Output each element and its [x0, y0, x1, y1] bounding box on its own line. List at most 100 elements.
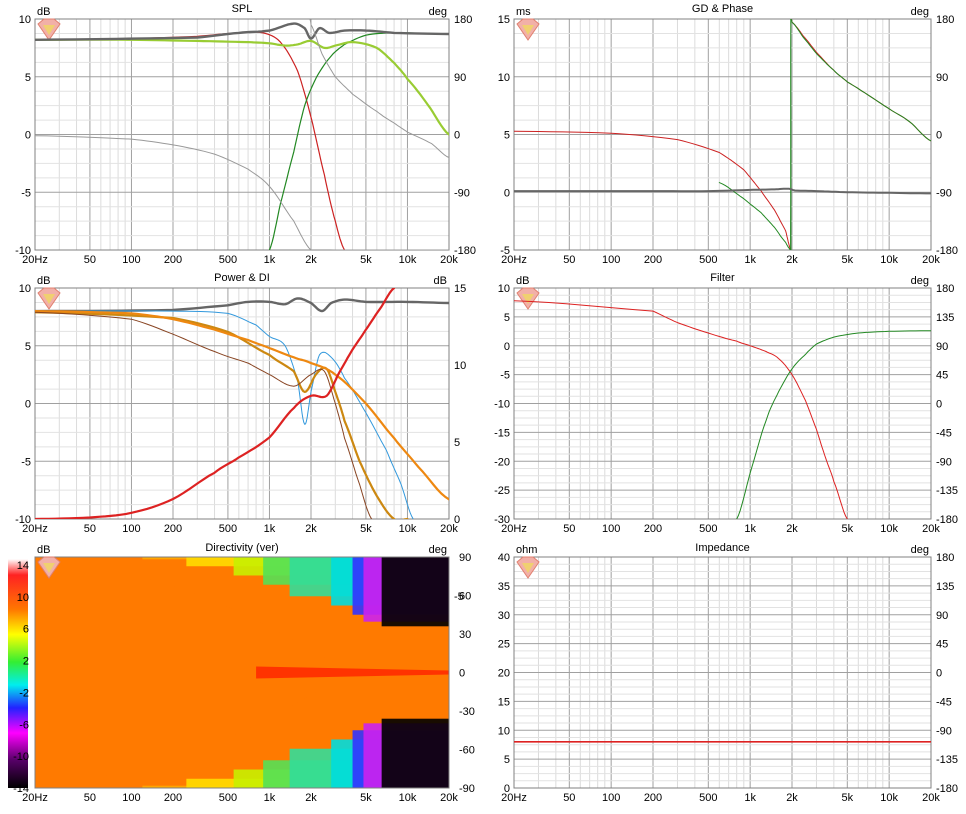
chart-title: Power & DI [214, 272, 270, 284]
y2-axis-unit: deg [429, 6, 447, 18]
y2-tick-label: 60 [459, 591, 471, 603]
y2-tick-label: 90 [459, 552, 471, 564]
y-tick-label: 5 [504, 130, 510, 142]
y-tick-label: -20 [494, 456, 510, 468]
x-tick-label: 50 [563, 523, 575, 535]
x-tick-label: 50 [563, 254, 575, 266]
x-tick-label: 1k [744, 254, 756, 266]
x-tick-label: 100 [602, 792, 620, 804]
x-tick-label: 5k [360, 254, 372, 266]
chart-title: Impedance [695, 542, 749, 554]
x-tick-label: 200 [644, 523, 662, 535]
x-tick-label: 1k [744, 792, 756, 804]
y2-tick-label: -90 [936, 725, 952, 737]
y2-tick-label: -135 [936, 485, 958, 497]
y2-axis-unit: dB [434, 275, 447, 287]
y2-tick-label: 90 [936, 341, 948, 353]
series-line [791, 19, 931, 141]
x-tick-label: 20k [440, 254, 458, 266]
y-tick-label: 40 [498, 552, 510, 564]
chart-title: Filter [710, 272, 735, 284]
y-tick-label: 0 [504, 341, 510, 353]
series-line [35, 311, 449, 499]
y2-tick-label: 0 [459, 668, 465, 680]
y2-tick-label: 0 [936, 130, 942, 142]
y-tick-label: 10 [19, 14, 31, 26]
y2-tick-label: 180 [454, 14, 472, 26]
colorbar-label: 14 [17, 560, 29, 572]
y2-axis-unit: deg [911, 6, 929, 18]
y2-tick-label: 0 [936, 668, 942, 680]
y-axis-unit: ohm [516, 544, 537, 556]
y2-tick-label: -30 [459, 706, 475, 718]
y-axis-unit: dB [37, 544, 50, 556]
x-tick-label: 10k [880, 254, 898, 266]
x-tick-label: 50 [84, 254, 96, 266]
y2-tick-label: 30 [459, 629, 471, 641]
x-tick-label: 10k [399, 792, 417, 804]
x-tick-label: 5k [842, 792, 854, 804]
x-tick-label: 500 [699, 254, 717, 266]
y2-tick-label: 45 [936, 639, 948, 651]
y2-tick-label: -90 [936, 456, 952, 468]
x-tick-label: 20k [922, 792, 940, 804]
chart-filter: 1050-5-10-15-20-25-3018013590450-45-90-1… [494, 272, 958, 535]
colorbar-label: 2 [23, 656, 29, 668]
x-tick-label: 1k [264, 523, 276, 535]
x-tick-label: 2k [786, 523, 798, 535]
x-tick-label: 2k [305, 792, 317, 804]
x-tick-label: 10k [880, 523, 898, 535]
y2-tick-label: 0 [454, 130, 460, 142]
y-tick-label: -25 [494, 485, 510, 497]
x-tick-label: 20k [440, 792, 458, 804]
heatmap-band [382, 557, 449, 626]
x-tick-label: 500 [219, 254, 237, 266]
y2-tick-label: 90 [936, 610, 948, 622]
x-tick-label: 2k [786, 792, 798, 804]
series-line [35, 312, 408, 520]
x-tick-label: 200 [644, 254, 662, 266]
y2-tick-label: 180 [936, 552, 954, 564]
colorbar-label: 6 [23, 624, 29, 636]
x-tick-label: 2k [305, 523, 317, 535]
chart-imp: 403530252015105018013590450-45-90-135-18… [498, 542, 958, 804]
series-line [35, 312, 372, 519]
x-tick-label: 50 [84, 523, 96, 535]
y-tick-label: 5 [25, 72, 31, 84]
x-tick-label: 1k [744, 523, 756, 535]
series-line [310, 19, 450, 158]
y-tick-label: 30 [498, 610, 510, 622]
x-tick-label: 2k [786, 254, 798, 266]
x-tick-label: 1k [264, 792, 276, 804]
y-tick-label: 15 [498, 14, 510, 26]
y2-tick-label: 90 [936, 72, 948, 84]
y2-tick-label: 180 [936, 283, 954, 295]
y-tick-label: -10 [494, 399, 510, 411]
y-axis-unit: dB [37, 6, 50, 18]
series-line [35, 24, 449, 40]
y-tick-label: 10 [19, 283, 31, 295]
x-tick-label: 1k [264, 254, 276, 266]
y2-axis-unit: deg [429, 544, 447, 556]
y-tick-label: 0 [25, 130, 31, 142]
x-tick-label: 20k [922, 254, 940, 266]
y-tick-label: 35 [498, 581, 510, 593]
y-tick-label: 10 [498, 725, 510, 737]
y-tick-label: 0 [504, 187, 510, 199]
x-tick-label: 100 [122, 523, 140, 535]
series-line [514, 301, 847, 519]
y-tick-label: -5 [21, 456, 31, 468]
x-tick-label: 20Hz [22, 254, 48, 266]
y2-tick-label: -45 [936, 696, 952, 708]
y-tick-label: 20 [498, 668, 510, 680]
x-tick-label: 5k [360, 792, 372, 804]
y-tick-label: 0 [25, 399, 31, 411]
y-tick-label: 5 [504, 754, 510, 766]
heatmap-band [382, 719, 449, 788]
colorbar-label: -10 [13, 751, 29, 763]
